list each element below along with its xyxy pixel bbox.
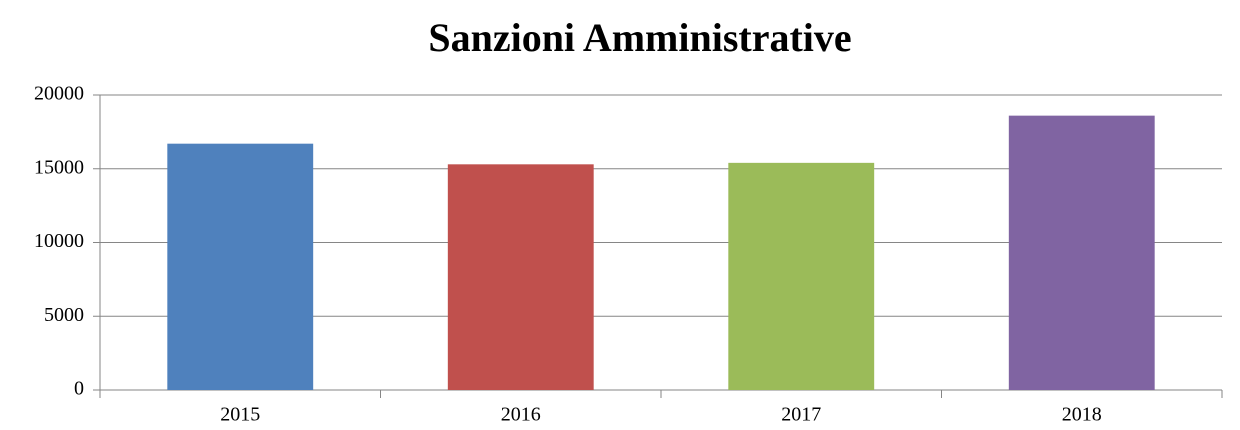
x-tick-label: 2015 [220,404,260,426]
bar [1008,115,1155,391]
x-tick-label: 2016 [501,404,541,426]
y-tick-label: 15000 [34,156,84,178]
chart-title: Sanzioni Amministrative [428,15,851,60]
y-tick-label: 0 [74,378,84,400]
y-tick-label: 10000 [34,230,84,252]
bar [728,162,875,390]
x-tick-label: 2017 [781,404,821,426]
bar [167,143,314,390]
bar [447,164,594,390]
y-tick-label: 5000 [44,304,84,326]
x-tick-label: 2018 [1062,404,1102,426]
y-tick-label: 20000 [34,83,84,105]
